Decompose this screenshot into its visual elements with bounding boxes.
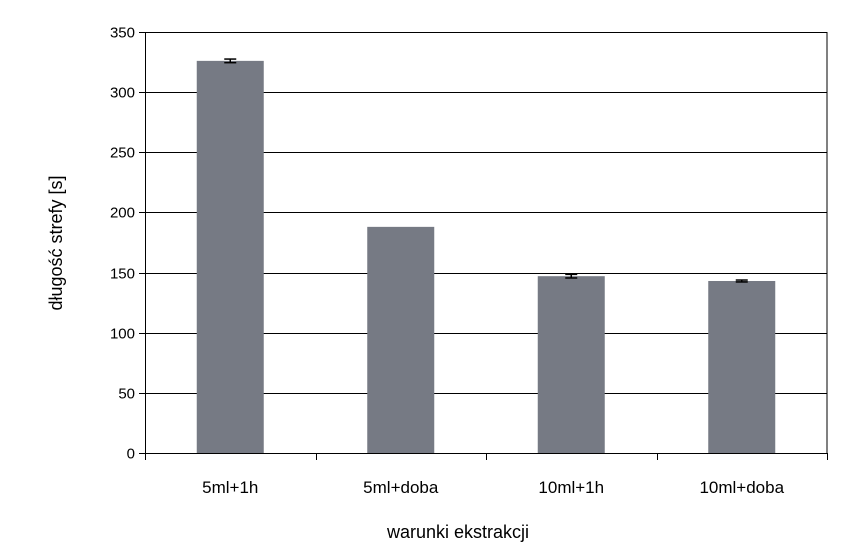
y-tick-label: 300 — [110, 85, 135, 102]
x-axis-label: warunki ekstrakcji — [386, 522, 529, 542]
y-tick-label: 200 — [110, 205, 135, 222]
x-tick-label: 10ml+doba — [699, 478, 784, 497]
bar-4 — [708, 280, 776, 453]
bar-2 — [367, 226, 435, 453]
y-tick-label: 100 — [110, 326, 135, 343]
bars — [196, 58, 776, 454]
y-tick-label: 250 — [110, 145, 135, 162]
y-axis-label: długość strefy [s] — [46, 175, 66, 310]
x-tick-label: 5ml+1h — [202, 478, 258, 497]
y-tick-label: 350 — [110, 25, 135, 42]
y-tick-label: 150 — [110, 266, 135, 283]
y-tick-label: 50 — [118, 386, 135, 403]
bar-1 — [196, 60, 264, 454]
x-tick-label: 10ml+1h — [538, 478, 604, 497]
bar-3 — [537, 276, 605, 453]
axes — [139, 32, 828, 460]
y-tick-label: 0 — [127, 446, 135, 463]
x-tick-label: 5ml+doba — [363, 478, 439, 497]
labels: 0 50 100 150 200 250 300 350 5ml+1h 5ml+doba 10ml+… — [110, 25, 785, 498]
